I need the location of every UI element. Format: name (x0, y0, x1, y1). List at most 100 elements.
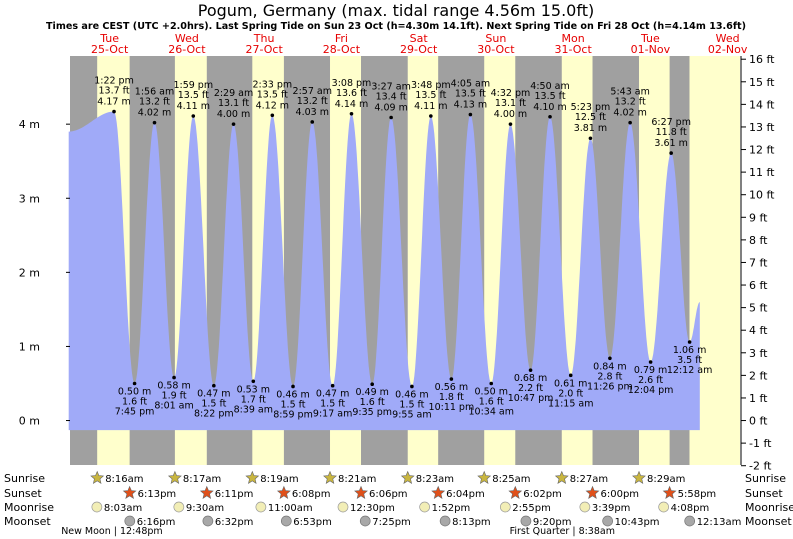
high-tide-time: 6:27 pm (651, 117, 691, 128)
day-header-dow: Thu (253, 32, 275, 45)
sunset-time: 6:08pm (292, 489, 331, 500)
sunset-icon (431, 485, 446, 499)
low-tide-point (251, 379, 256, 384)
low-tide-time: 9:35 pm (352, 407, 392, 418)
sunrise-time: 8:21am (338, 474, 376, 485)
low-tide-time: 8:22 pm (194, 409, 234, 420)
sunset-time: 5:58pm (678, 489, 717, 500)
low-tide-ft: 2.6 ft (638, 375, 663, 386)
low-tide-point (449, 377, 454, 381)
low-tide-m: 0.46 m (395, 389, 428, 400)
sunrise-time: 8:19am (260, 474, 298, 485)
low-tide-m: 0.58 m (157, 381, 190, 392)
high-tide-ft: 13.5 ft (178, 90, 209, 101)
moonrise-time: 9:30am (186, 503, 224, 514)
moonset-icon (359, 515, 371, 527)
low-tide-point (172, 375, 176, 380)
low-tide-m: 0.47 m (316, 389, 349, 400)
sunrise-time: 8:27am (570, 474, 608, 485)
y-tick-label-left: 4 m (19, 118, 40, 131)
row-label-left: Moonrise (4, 501, 54, 514)
low-tide-time: 11:26 pm (587, 381, 633, 392)
low-tide-ft: 1.5 ft (281, 399, 306, 410)
moonrise-time: 4:08pm (671, 503, 710, 514)
high-tide-time: 5:23 pm (571, 102, 611, 113)
y-tick-label-right: 10 ft (749, 189, 775, 202)
moonset-time: 6:53pm (293, 517, 332, 528)
low-tide-ft: 1.5 ft (399, 399, 424, 410)
sunset-icon (122, 485, 137, 499)
high-tide-ft: 13.5 ft (534, 91, 565, 102)
high-tide-time: 4:32 pm (491, 88, 531, 99)
low-tide-time: 10:11 pm (429, 402, 475, 413)
high-tide-m: 4.02 m (613, 108, 646, 119)
low-tide-ft: 1.9 ft (162, 391, 187, 402)
low-tide-time: 8:01 am (154, 401, 193, 412)
high-tide-m: 3.61 m (654, 138, 687, 149)
moonrise-icon (173, 501, 185, 513)
low-tide-point (489, 381, 494, 386)
high-tide-point (508, 122, 513, 126)
low-tide-point (132, 381, 137, 386)
moonset-time: 6:16pm (137, 517, 176, 528)
y-tick-label-right: 12 ft (749, 144, 775, 157)
low-tide-ft: 1.7 ft (241, 394, 266, 405)
high-tide-m: 4.13 m (454, 100, 487, 111)
day-header-date: 27-Oct (245, 43, 283, 56)
y-tick-label-right: 9 ft (749, 211, 768, 224)
high-tide-m: 4.02 m (138, 108, 171, 119)
low-tide-time: 9:17 am (313, 409, 352, 420)
sunrise-icon (167, 470, 182, 484)
sunrise-icon (90, 470, 105, 484)
moonset-icon (439, 515, 451, 527)
high-tide-m: 4.14 m (335, 99, 368, 110)
high-tide-m: 4.00 m (217, 109, 250, 120)
y-tick-label-left: 2 m (19, 266, 40, 279)
sunrise-time: 8:23am (416, 474, 454, 485)
day-header-date: 31-Oct (554, 43, 592, 56)
moonset-time: 6:32pm (215, 517, 254, 528)
moonset-time: 12:13am (697, 517, 742, 528)
moonrise-icon (579, 501, 591, 513)
low-tide-ft: 2.8 ft (597, 371, 622, 382)
chart-subtitle: Times are CEST (UTC +2.0hrs). Last Sprin… (46, 21, 746, 32)
high-tide-m: 3.81 m (574, 123, 607, 134)
y-tick-label-left: 0 m (19, 415, 40, 428)
moonrise-icon (419, 501, 431, 513)
low-tide-m: 0.61 m (554, 378, 587, 389)
y-tick-label-right: -1 ft (749, 437, 772, 450)
high-tide-time: 4:50 am (530, 81, 569, 92)
sunrise-icon (245, 470, 260, 484)
row-label-left: Sunset (4, 487, 42, 500)
high-tide-time: 1:59 pm (173, 80, 213, 91)
low-tide-point (648, 360, 653, 364)
high-tide-point (270, 113, 275, 118)
y-tick-label-right: 13 ft (749, 121, 775, 134)
low-tide-time: 12:12 am (667, 365, 712, 376)
high-tide-ft: 13.7 ft (98, 86, 129, 97)
low-tide-ft: 2.0 ft (558, 388, 583, 399)
high-tide-point (389, 115, 393, 120)
sunset-icon (662, 485, 677, 499)
low-tide-time: 8:39 am (234, 404, 273, 415)
day-header-date: 29-Oct (400, 43, 438, 56)
sunset-icon (199, 485, 214, 499)
high-tide-time: 1:22 pm (94, 76, 134, 87)
high-tide-time: 2:29 am (214, 88, 253, 99)
moon-phase-label: First Quarter | 8:38am (510, 526, 615, 537)
moonrise-icon (255, 501, 267, 513)
y-tick-label-right: 16 ft (749, 53, 775, 66)
sunset-icon (585, 485, 600, 499)
low-tide-time: 10:47 pm (508, 393, 554, 404)
day-header-dow: Tue (640, 32, 660, 45)
moonrise-time: 2:55pm (512, 503, 551, 514)
day-header-date: 26-Oct (168, 43, 206, 56)
high-tide-ft: 13.2 ft (615, 97, 646, 108)
y-tick-label-right: 15 ft (749, 76, 775, 89)
day-header-dow: Sat (410, 32, 429, 45)
high-tide-m: 4.11 m (177, 101, 210, 112)
low-tide-m: 0.53 m (237, 384, 270, 395)
moonset-icon (280, 515, 292, 527)
